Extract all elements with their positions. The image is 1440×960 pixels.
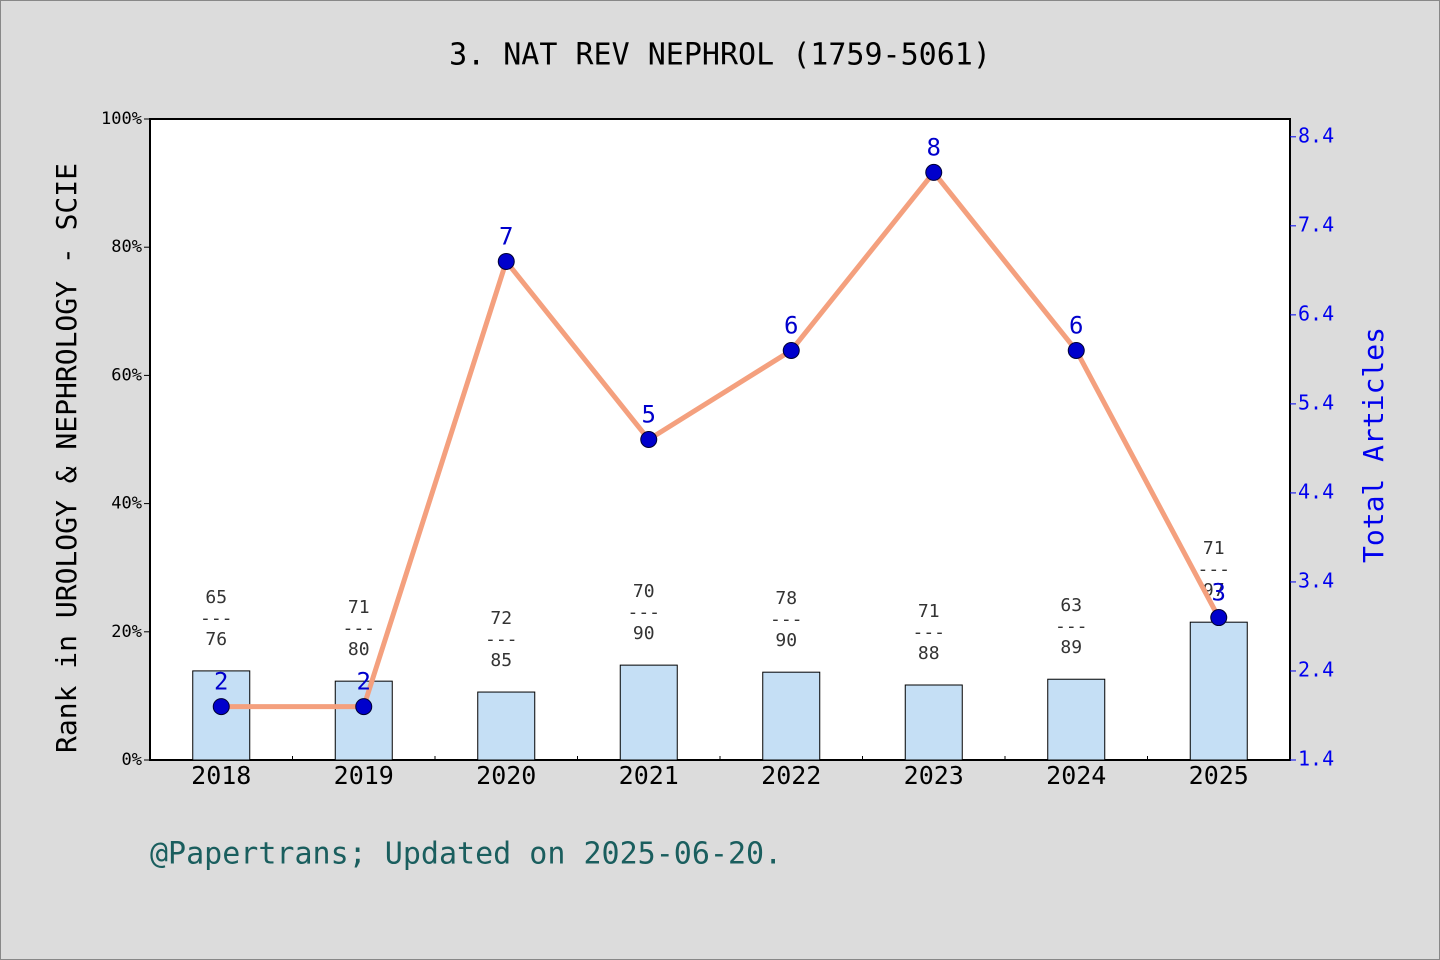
data-label: 2 [357, 668, 371, 696]
y2-tick-label: 6.4 [1298, 301, 1334, 325]
bar-annotation: 70 [633, 581, 655, 602]
bar-annotation: 85 [490, 650, 512, 671]
footer: @Papertrans; Updated on 2025-06-20. [150, 837, 782, 872]
x-tick-label: 2022 [761, 761, 821, 790]
y2-axis-title: Total Articles [1357, 327, 1390, 563]
y2-tick-label: 8.4 [1298, 123, 1334, 147]
y-tick-label: 100% [101, 109, 142, 129]
marker [925, 163, 943, 181]
bar-annotation: 90 [775, 630, 797, 651]
marker [497, 252, 515, 270]
bar [1047, 678, 1106, 761]
data-label: 2 [214, 668, 228, 696]
bar-annotation: 78 [775, 588, 797, 609]
bar-annotation: 89 [1060, 637, 1082, 658]
marker [1067, 341, 1085, 359]
data-label: 5 [642, 401, 656, 429]
bar-annotation: --- [1055, 616, 1088, 637]
y-tick-label: 0% [122, 750, 142, 770]
data-label: 6 [1069, 311, 1083, 339]
bar-annotation: --- [342, 618, 375, 639]
bar [192, 670, 251, 761]
bar-annotation: 71 [348, 597, 370, 618]
marker [782, 341, 800, 359]
bar-annotation: 71 [918, 601, 940, 622]
marker [212, 698, 230, 716]
bar-annotation: 72 [490, 608, 512, 629]
bar-annotation: 88 [918, 643, 940, 664]
y2-tick-label: 5.4 [1298, 390, 1334, 414]
y2-tick-label: 3.4 [1298, 568, 1334, 592]
bar-annotation: 76 [205, 629, 227, 650]
marker [1210, 609, 1228, 627]
x-tick-label: 2020 [476, 761, 536, 790]
bar-annotation: --- [485, 629, 518, 650]
y-tick-label: 20% [111, 622, 142, 642]
x-tick-label: 2019 [334, 761, 394, 790]
bar-annotation: 90 [633, 623, 655, 644]
bar-annotation: 65 [205, 587, 227, 608]
bar [762, 671, 821, 761]
x-tick-label: 2021 [619, 761, 679, 790]
bar [477, 691, 536, 761]
plot-area [149, 118, 1291, 761]
bar [334, 680, 393, 761]
bar-annotation: --- [1197, 559, 1230, 580]
data-label: 8 [927, 133, 941, 161]
bar-annotation: 63 [1060, 595, 1082, 616]
bar-annotation: 71 [1203, 538, 1225, 559]
bar-annotation: --- [200, 608, 233, 629]
data-label: 3 [1212, 579, 1226, 607]
data-label: 7 [499, 222, 513, 250]
y2-tick-label: 1.4 [1298, 747, 1334, 771]
bar-annotation: --- [627, 602, 660, 623]
bar [1189, 621, 1248, 761]
marker [640, 431, 658, 448]
x-tick-label: 2025 [1189, 761, 1249, 790]
y-tick-label: 40% [111, 494, 142, 514]
y-tick-label: 80% [111, 237, 142, 257]
bar [904, 684, 963, 761]
data-label: 6 [784, 311, 798, 339]
bar [619, 664, 678, 761]
bar-annotation: --- [770, 609, 803, 630]
line [221, 168, 1221, 710]
x-tick-label: 2018 [191, 761, 251, 790]
marker [355, 698, 373, 716]
x-tick-label: 2023 [904, 761, 964, 790]
bar-annotation: --- [912, 622, 945, 643]
y2-tick-label: 4.4 [1298, 479, 1334, 503]
y2-tick-label: 2.4 [1298, 657, 1334, 681]
y2-tick-label: 7.4 [1298, 212, 1334, 236]
x-tick-label: 2024 [1046, 761, 1106, 790]
bar-annotation: 80 [348, 639, 370, 660]
chart-title: 3. NAT REV NEPHROL (1759-5061) [449, 38, 991, 73]
y-axis-title: Rank in UROLOGY & NEPHROLOGY - SCIE [50, 163, 83, 753]
y-tick-label: 60% [111, 365, 142, 385]
